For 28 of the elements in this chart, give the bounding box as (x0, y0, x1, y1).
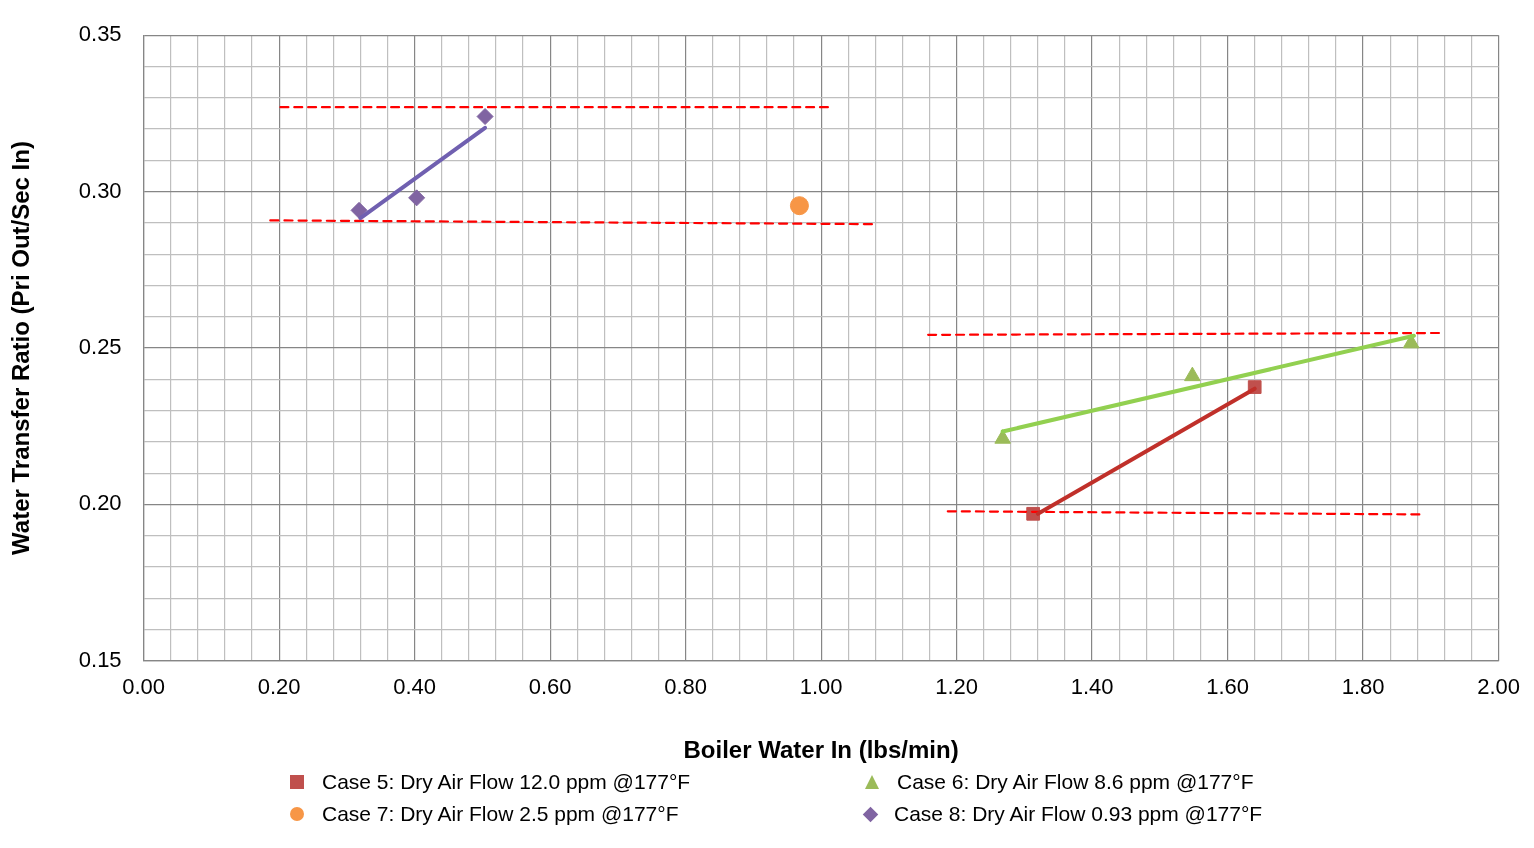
y-tick-label: 0.20 (78, 490, 122, 516)
point (1184, 366, 1201, 382)
x-tick-label: 1.40 (1070, 674, 1114, 700)
x-tick-label: 0.20 (257, 674, 301, 700)
legend-label: Case 7: Dry Air Flow 2.5 ppm @177°F (322, 802, 679, 826)
y-axis-title: Water Transfer Ratio (Pri Out/Sec In) (7, 141, 35, 555)
x-tick-label: 0.00 (122, 674, 166, 700)
x-tick-label: 2.00 (1477, 674, 1520, 700)
y-tick-label: 0.35 (78, 21, 122, 47)
y-tick-label: 0.30 (78, 177, 122, 203)
legend-label: Case 8: Dry Air Flow 0.93 ppm @177°F (894, 802, 1263, 826)
x-tick-label: 1.80 (1341, 674, 1385, 700)
x-tick-label: 1.60 (1206, 674, 1250, 700)
point (789, 196, 809, 216)
point (350, 201, 368, 219)
y-tick-label: 0.25 (78, 334, 122, 360)
x-tick-label: 1.00 (799, 674, 843, 700)
point (994, 429, 1011, 444)
legend-label: Case 6: Dry Air Flow 8.6 ppm @177°F (897, 770, 1254, 794)
point (408, 189, 426, 207)
x-tick-label: 0.60 (528, 674, 572, 700)
x-tick-label: 1.20 (935, 674, 979, 700)
x-tick-label: 0.80 (664, 674, 708, 700)
y-tick-label: 0.15 (78, 646, 122, 672)
x-axis-title: Boiler Water In (lbs/min) (683, 736, 959, 764)
point (476, 108, 494, 126)
legend-label: Case 5: Dry Air Flow 12.0 ppm @177°F (322, 770, 691, 794)
x-tick-label: 0.40 (393, 674, 437, 700)
